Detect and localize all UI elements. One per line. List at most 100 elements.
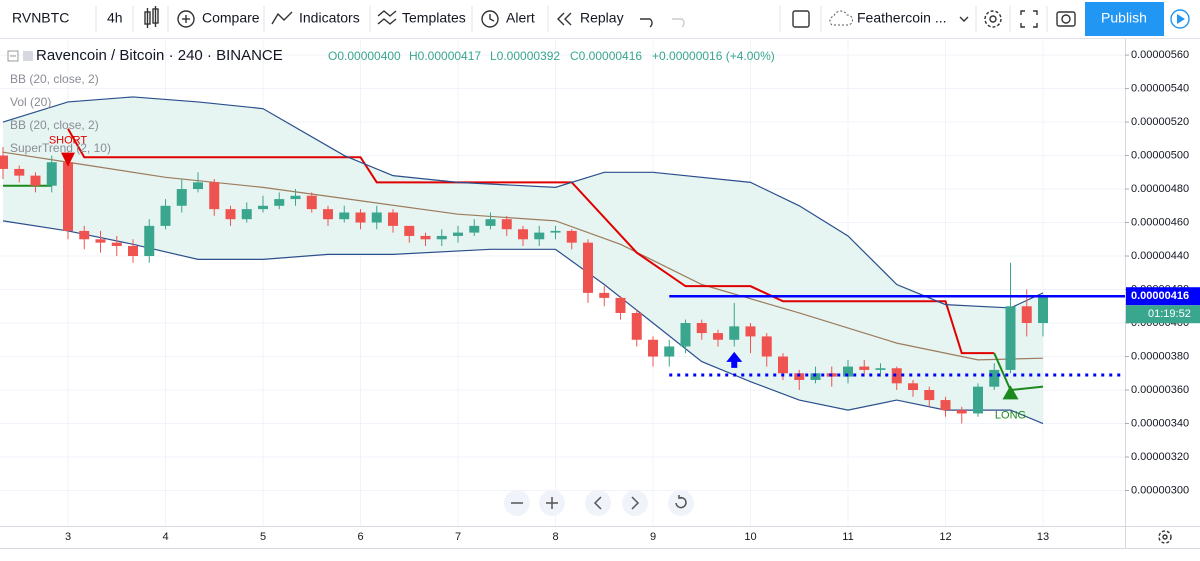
y-tick-label: 0.00000360 [1131, 384, 1189, 396]
candle-body [339, 212, 350, 220]
publish-button-bg[interactable] [1085, 2, 1164, 36]
candle-body [615, 297, 626, 313]
candle-body [843, 366, 853, 377]
templates-button[interactable]: Templates [402, 10, 466, 26]
legend: Ravencoin / Bitcoin · 240 · BINANCE O0.0… [7, 47, 775, 155]
reset-chart[interactable] [668, 490, 694, 516]
candle-body [274, 199, 285, 206]
candle-body [810, 373, 821, 380]
candle-body [420, 235, 431, 240]
x-tick-label: 6 [357, 531, 363, 543]
study-legend: BB (20, close, 2) [10, 118, 99, 132]
indicator-line [67, 128, 995, 355]
signal-label: SHORT [49, 134, 88, 146]
stream-button[interactable] [1170, 9, 1190, 29]
legend-high: H0.00000417 [409, 49, 481, 63]
scroll-left[interactable] [585, 490, 611, 516]
x-tick-label: 5 [260, 531, 266, 543]
symbol-icon [23, 51, 33, 61]
indicators-icon[interactable] [271, 11, 293, 25]
candle-body [290, 195, 301, 200]
candle-body [924, 390, 935, 401]
redo-icon[interactable] [672, 18, 685, 28]
legend-close: C0.00000416 [570, 49, 642, 63]
chart-style-icon[interactable] [144, 6, 159, 28]
interval[interactable]: 4h [107, 10, 123, 26]
candle-body [436, 235, 447, 240]
settings-icon[interactable] [984, 10, 1002, 28]
candle-body [583, 242, 593, 293]
x-tick-label: 8 [552, 531, 558, 543]
replay-icon[interactable] [557, 12, 572, 26]
candle-body [599, 292, 610, 298]
candle-body [371, 212, 382, 223]
candle-body [940, 400, 951, 411]
templates-icon[interactable] [377, 10, 397, 25]
signal-marker [61, 152, 75, 167]
collapse-icon[interactable] [7, 50, 19, 62]
study-legend: BB (20, close, 2) [10, 72, 99, 86]
candle-body [794, 373, 805, 380]
candle-body [388, 212, 398, 226]
y-tick-label: 0.00000540 [1131, 82, 1189, 94]
layout-icon[interactable] [792, 10, 810, 28]
x-tick-label: 13 [1037, 531, 1049, 543]
candle-body [989, 369, 1000, 387]
stream-icon [1177, 14, 1185, 24]
candle-body [891, 368, 902, 384]
candle-body [1038, 296, 1048, 324]
x-tick-label: 3 [65, 531, 71, 543]
legend-title[interactable]: Ravencoin / Bitcoin · 240 · BINANCE [36, 47, 283, 64]
candle-body [14, 168, 25, 176]
candle-body [1021, 306, 1032, 324]
axis-settings[interactable] [1158, 530, 1172, 544]
legend-change: +0.00000016 (+4.00%) [652, 49, 775, 63]
axes: 0.00000300 0.00000320 0.00000340 0.00000360… [65, 49, 1200, 543]
undo-icon[interactable] [640, 18, 653, 28]
alert-icon[interactable] [481, 10, 499, 28]
snapshot-icon[interactable] [1056, 11, 1076, 27]
y-tick-label: 0.00000300 [1131, 484, 1189, 496]
scroll-right[interactable] [622, 490, 648, 516]
band-fill [3, 96, 1043, 424]
replay-button[interactable]: Replay [580, 10, 624, 26]
candle-body [566, 230, 577, 243]
indicators-button[interactable]: Indicators [299, 10, 360, 26]
compare-button[interactable]: Compare [202, 10, 260, 26]
compare-icon[interactable] [177, 10, 195, 28]
candle-body [306, 195, 317, 210]
layout-name[interactable]: Feathercoin ... [857, 10, 947, 26]
candle-body [111, 242, 122, 246]
candle-body [193, 182, 203, 190]
candle-body [518, 229, 528, 240]
navigation-controls [504, 490, 694, 516]
toolbar: RVNBTC 4h Compare Indicators Templates A… [0, 2, 1200, 39]
symbol[interactable]: RVNBTC [12, 10, 69, 26]
indicator-line [2, 151, 1044, 361]
countdown: 01:19:52 [1148, 308, 1191, 320]
candle-body [664, 346, 675, 357]
x-tick-label: 10 [744, 531, 756, 543]
fullscreen-icon[interactable] [1020, 10, 1038, 28]
indicator-line [2, 96, 1044, 309]
y-tick-label: 0.00000440 [1131, 250, 1189, 262]
plot-area: SHORT LONG [0, 96, 1125, 425]
candle-body [859, 366, 870, 370]
candle-body [79, 230, 90, 240]
candle-body [241, 209, 252, 220]
candle-body [258, 205, 268, 210]
candle-body [323, 209, 333, 220]
candle-body [1005, 306, 1016, 370]
candle-body [778, 356, 788, 374]
candle-body [745, 326, 756, 337]
candle-body [908, 383, 918, 391]
candle-body [485, 219, 496, 226]
y-tick-label: 0.00000380 [1131, 350, 1189, 362]
layout-dropdown[interactable] [959, 16, 969, 22]
candle-body [355, 212, 366, 223]
publish-button[interactable]: Publish [1101, 10, 1147, 26]
x-tick-label: 4 [162, 531, 168, 543]
alert-button[interactable]: Alert [506, 10, 535, 26]
candle-body [648, 339, 658, 357]
